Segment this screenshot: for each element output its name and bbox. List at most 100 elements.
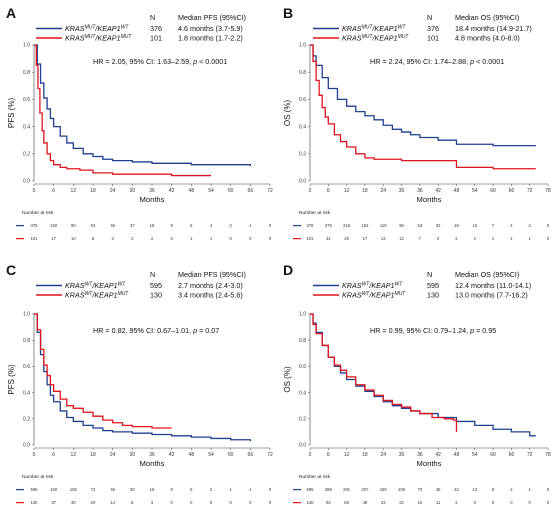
panel-B: B N Median OS (95%CI) KRASMUT/KEAP1WT 376 18.… xyxy=(283,5,551,241)
x-tick-label: 72 xyxy=(267,188,273,194)
risk-count: 46 xyxy=(110,487,115,492)
risk-count: 279 xyxy=(325,223,333,228)
risk-count: 2 xyxy=(170,236,173,241)
risk-count: 32 xyxy=(436,223,441,228)
x-tick-label: 60 xyxy=(490,452,496,458)
risk-count: 70 xyxy=(418,487,423,492)
risk-count: 0 xyxy=(474,500,477,505)
risk-count: 0 xyxy=(547,236,550,241)
y-tick-label: 1.0 xyxy=(23,312,30,318)
x-tick-label: 36 xyxy=(149,452,155,458)
legend-label: KRASMUT/KEAP1WT xyxy=(65,24,129,33)
risk-count: 291 xyxy=(343,487,351,492)
risk-count: 6 xyxy=(492,487,495,492)
x-axis-label: Months xyxy=(140,195,165,204)
panel-letter: A xyxy=(6,5,16,21)
y-tick-label: 0.2 xyxy=(23,152,30,158)
legend-median: 4.8 months (4.0-8.0) xyxy=(455,34,520,43)
x-tick-label: 12 xyxy=(71,188,77,194)
risk-table-title: Number at risk xyxy=(299,474,331,480)
risk-count: 5 xyxy=(190,487,193,492)
x-tick-label: 78 xyxy=(545,452,551,458)
legend-header-median: Median OS (95%CI) xyxy=(455,270,519,279)
risk-count: 30 xyxy=(130,487,135,492)
risk-count: 1 xyxy=(249,487,252,492)
x-tick-label: 66 xyxy=(509,452,515,458)
risk-table-title: Number at risk xyxy=(299,210,331,216)
risk-count: 0 xyxy=(547,487,550,492)
y-axis-label: PFS (%) xyxy=(7,98,16,129)
risk-count: 45 xyxy=(436,487,441,492)
x-tick-label: 48 xyxy=(454,188,460,194)
risk-count: 160 xyxy=(50,487,58,492)
hazard-ratio-text: HR = 0.82, 95% CI: 0.67–1.01, p = 0.07 xyxy=(93,326,219,335)
risk-count: 93 xyxy=(326,500,331,505)
x-tick-label: 24 xyxy=(380,188,386,194)
legend-header-n: N xyxy=(150,270,155,279)
x-tick-label: 12 xyxy=(344,188,350,194)
risk-count: 150 xyxy=(380,487,388,492)
x-tick-label: 60 xyxy=(490,188,496,194)
risk-count: 3 xyxy=(111,236,114,241)
legend-median: 4.6 months (3.7-5.9) xyxy=(178,24,243,33)
panel-D: D N Median OS (95%CI) KRASWT/KEAP1WT 595 12.4… xyxy=(283,262,551,505)
risk-count: 207 xyxy=(361,487,369,492)
x-tick-label: 54 xyxy=(208,188,214,194)
risk-count: 16 xyxy=(472,223,477,228)
risk-count: 14 xyxy=(110,500,115,505)
legend-header-n: N xyxy=(150,13,155,22)
risk-count: 16 xyxy=(454,223,459,228)
risk-count: 0 xyxy=(249,236,252,241)
km-curve-red xyxy=(310,313,458,432)
risk-count: 30 xyxy=(71,500,76,505)
x-tick-label: 24 xyxy=(110,188,116,194)
risk-table-title: Number at risk xyxy=(22,210,54,216)
risk-count: 130 xyxy=(307,500,315,505)
risk-count: 1 xyxy=(492,236,495,241)
risk-count: 11 xyxy=(436,500,441,505)
legend-n: 376 xyxy=(427,24,439,33)
risk-count: 16 xyxy=(418,500,423,505)
x-tick-label: 48 xyxy=(454,452,460,458)
risk-count: 1 xyxy=(190,236,193,241)
y-tick-label: 0.0 xyxy=(299,443,306,449)
y-tick-label: 0.4 xyxy=(299,390,306,396)
x-tick-label: 0 xyxy=(309,452,312,458)
risk-count: 33 xyxy=(381,500,386,505)
risk-count: 376 xyxy=(307,223,315,228)
legend-median: 1.8 months (1.7-2.2) xyxy=(178,34,243,43)
legend-label: KRASWT/KEAP1MUT xyxy=(342,291,406,300)
x-axis-label: Months xyxy=(140,459,165,468)
x-tick-label: 18 xyxy=(362,188,368,194)
y-tick-label: 1.0 xyxy=(23,43,30,49)
km-curve-red xyxy=(34,44,211,177)
y-tick-label: 0.4 xyxy=(23,124,30,130)
risk-count: 0 xyxy=(492,500,495,505)
panel-letter: B xyxy=(283,5,293,21)
risk-count: 0 xyxy=(510,500,513,505)
risk-count: 162 xyxy=(361,223,369,228)
km-curve-red xyxy=(310,44,536,170)
risk-count: 2 xyxy=(455,236,458,241)
risk-count: 0 xyxy=(547,223,550,228)
risk-count: 17 xyxy=(51,236,56,241)
legend-label: KRASMUT/KEAP1MUT xyxy=(342,34,409,43)
legend-label: KRASWT/KEAP1WT xyxy=(342,281,403,290)
risk-count: 1 xyxy=(529,487,532,492)
legend-label: KRASMUT/KEAP1MUT xyxy=(65,34,132,43)
risk-count: 101 xyxy=(31,236,39,241)
risk-count: 130 xyxy=(31,500,39,505)
x-tick-label: 0 xyxy=(33,188,36,194)
x-tick-label: 54 xyxy=(208,452,214,458)
risk-count: 37 xyxy=(130,223,135,228)
y-tick-label: 0.0 xyxy=(299,179,306,185)
y-axis-label: PFS (%) xyxy=(7,364,16,395)
y-tick-label: 0.6 xyxy=(23,364,30,370)
risk-count: 8 xyxy=(170,487,173,492)
risk-count: 1 xyxy=(210,236,213,241)
x-tick-label: 78 xyxy=(545,188,551,194)
risk-count: 0 xyxy=(170,500,173,505)
legend-header-median: Median PFS (95%CI) xyxy=(178,13,246,22)
x-tick-label: 18 xyxy=(90,452,96,458)
